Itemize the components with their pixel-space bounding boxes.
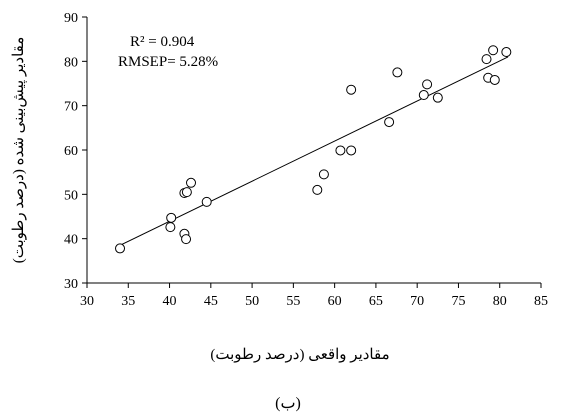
trendline-layer <box>119 56 509 246</box>
x-tick-label: 60 <box>328 294 342 309</box>
y-tick-label: 80 <box>64 55 78 70</box>
data-point <box>422 79 433 90</box>
y-tick-label: 70 <box>64 100 78 115</box>
data-point <box>181 187 192 198</box>
data-point <box>489 74 500 85</box>
x-tick-label: 35 <box>121 294 135 309</box>
points-layer <box>115 45 512 254</box>
data-point <box>346 84 357 95</box>
x-tick-label: 50 <box>245 294 259 309</box>
data-point <box>166 212 177 223</box>
x-tick-label: 85 <box>534 294 548 309</box>
data-point <box>432 92 443 103</box>
x-tick-label: 70 <box>410 294 424 309</box>
x-tick-label: 75 <box>451 294 465 309</box>
data-point <box>201 196 212 207</box>
y-tick-label: 60 <box>64 144 78 159</box>
x-tick-label: 30 <box>80 294 94 309</box>
data-point <box>318 169 329 180</box>
x-tick-label: 40 <box>163 294 177 309</box>
r2-annotation: R² = 0.904 <box>130 34 195 50</box>
y-tick-label: 50 <box>64 188 78 203</box>
y-axis-label: مقادیر پیش‌بینی شده (درصد رطوبت) <box>11 37 27 264</box>
data-point <box>165 222 176 233</box>
data-point <box>384 117 395 128</box>
data-point <box>346 145 357 156</box>
data-point <box>115 243 126 254</box>
data-point <box>335 145 346 156</box>
data-point <box>392 67 403 78</box>
figure-caption: (ب) <box>275 395 301 412</box>
y-tick-label: 90 <box>64 11 78 26</box>
y-tick-label: 30 <box>64 277 78 292</box>
data-point <box>181 234 192 245</box>
labels-layer: R² = 0.904 RMSEP= 5.28% مقادیر واقعی (در… <box>11 34 390 412</box>
data-point <box>418 90 429 101</box>
data-point <box>312 184 323 195</box>
y-tick-label: 40 <box>64 233 78 248</box>
data-point <box>481 54 492 65</box>
x-tick-label: 80 <box>493 294 507 309</box>
x-tick-label: 65 <box>369 294 383 309</box>
x-tick-label: 45 <box>204 294 218 309</box>
data-point <box>186 177 197 188</box>
axes: 30 35 40 45 50 55 60 65 70 75 80 85 30 40 50 60 70 80 90 <box>64 11 548 309</box>
data-point <box>501 47 512 58</box>
trendline <box>119 56 509 246</box>
x-tick-label: 55 <box>286 294 300 309</box>
x-axis-label: مقادیر واقعی (درصد رطوبت) <box>210 347 389 363</box>
data-point <box>488 45 499 56</box>
rmsep-annotation: RMSEP= 5.28% <box>118 54 218 70</box>
